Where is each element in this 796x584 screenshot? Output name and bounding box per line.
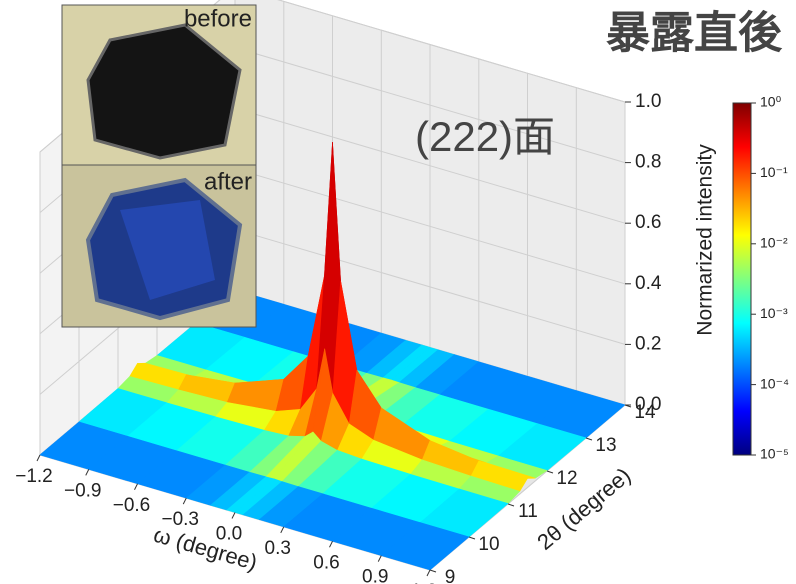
z-tick-label: 0.2 xyxy=(635,333,661,354)
x-tick xyxy=(427,570,430,576)
y-tick-label: 10 xyxy=(478,534,499,555)
colorbar xyxy=(733,103,751,455)
y-tick xyxy=(586,438,592,440)
chart-title: 暴露直後 xyxy=(606,9,783,58)
x-tick xyxy=(281,527,284,533)
colorbar-tick-label: 10⁰ xyxy=(760,94,782,110)
y-tick xyxy=(508,504,514,506)
colorbar-tick-label: 10⁻¹ xyxy=(760,164,788,180)
inset-photos: before after xyxy=(62,5,256,327)
x-tick xyxy=(86,469,89,475)
annotation: (222)面 xyxy=(415,113,555,160)
chart: −1.2−0.9−0.6−0.30.00.30.60.91.2910111213… xyxy=(0,0,796,584)
x-tick xyxy=(183,498,186,504)
x-tick-label: −1.2 xyxy=(15,466,53,487)
colorbar-tick-label: 10⁻⁴ xyxy=(760,375,789,391)
x-tick-label: 0.3 xyxy=(265,538,291,559)
y-tick xyxy=(469,537,475,539)
colorbar-tick-label: 10⁻² xyxy=(760,235,788,251)
x-tick xyxy=(232,513,235,519)
x-tick-label: 0.9 xyxy=(362,567,388,584)
z-tick-label: 0.8 xyxy=(635,152,661,173)
x-tick-label: 0.6 xyxy=(313,552,339,573)
colorbar-tick-label: 10⁻³ xyxy=(760,305,788,321)
colorbar-tick-label: 10⁻⁵ xyxy=(760,446,789,462)
y-tick-label: 11 xyxy=(518,501,538,522)
z-tick-label: 0.6 xyxy=(635,212,661,233)
y-tick xyxy=(547,471,553,473)
z-tick-label: 1.0 xyxy=(635,91,661,112)
y-axis-label: 2θ (degree) xyxy=(532,463,635,555)
x-tick xyxy=(378,556,381,562)
z-tick-label: 0.0 xyxy=(635,394,661,415)
inset-label: before xyxy=(184,5,252,32)
x-tick xyxy=(135,484,138,490)
y-tick-label: 13 xyxy=(595,435,616,456)
x-tick-label: −0.9 xyxy=(64,480,102,501)
y-tick-label: 12 xyxy=(556,468,577,489)
x-tick xyxy=(37,455,40,461)
x-tick-label: −0.6 xyxy=(113,495,151,516)
x-axis-label: ω (degree) xyxy=(151,522,260,575)
inset-label: after xyxy=(204,168,252,195)
y-tick-label: 9 xyxy=(445,567,456,584)
z-axis-label: Normarized intensity xyxy=(694,144,717,336)
z-tick-label: 0.4 xyxy=(635,273,662,294)
x-tick xyxy=(330,541,333,547)
y-tick xyxy=(430,570,436,572)
